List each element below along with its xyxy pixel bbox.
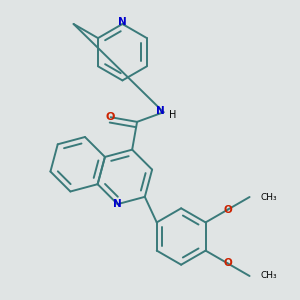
Text: N: N — [113, 199, 122, 209]
Text: CH₃: CH₃ — [260, 272, 277, 280]
Text: N: N — [118, 17, 127, 28]
Text: O: O — [223, 205, 232, 215]
Text: O: O — [223, 258, 232, 268]
Text: H: H — [169, 110, 177, 120]
Text: CH₃: CH₃ — [260, 193, 277, 202]
Text: O: O — [106, 112, 116, 122]
Text: N: N — [156, 106, 164, 116]
